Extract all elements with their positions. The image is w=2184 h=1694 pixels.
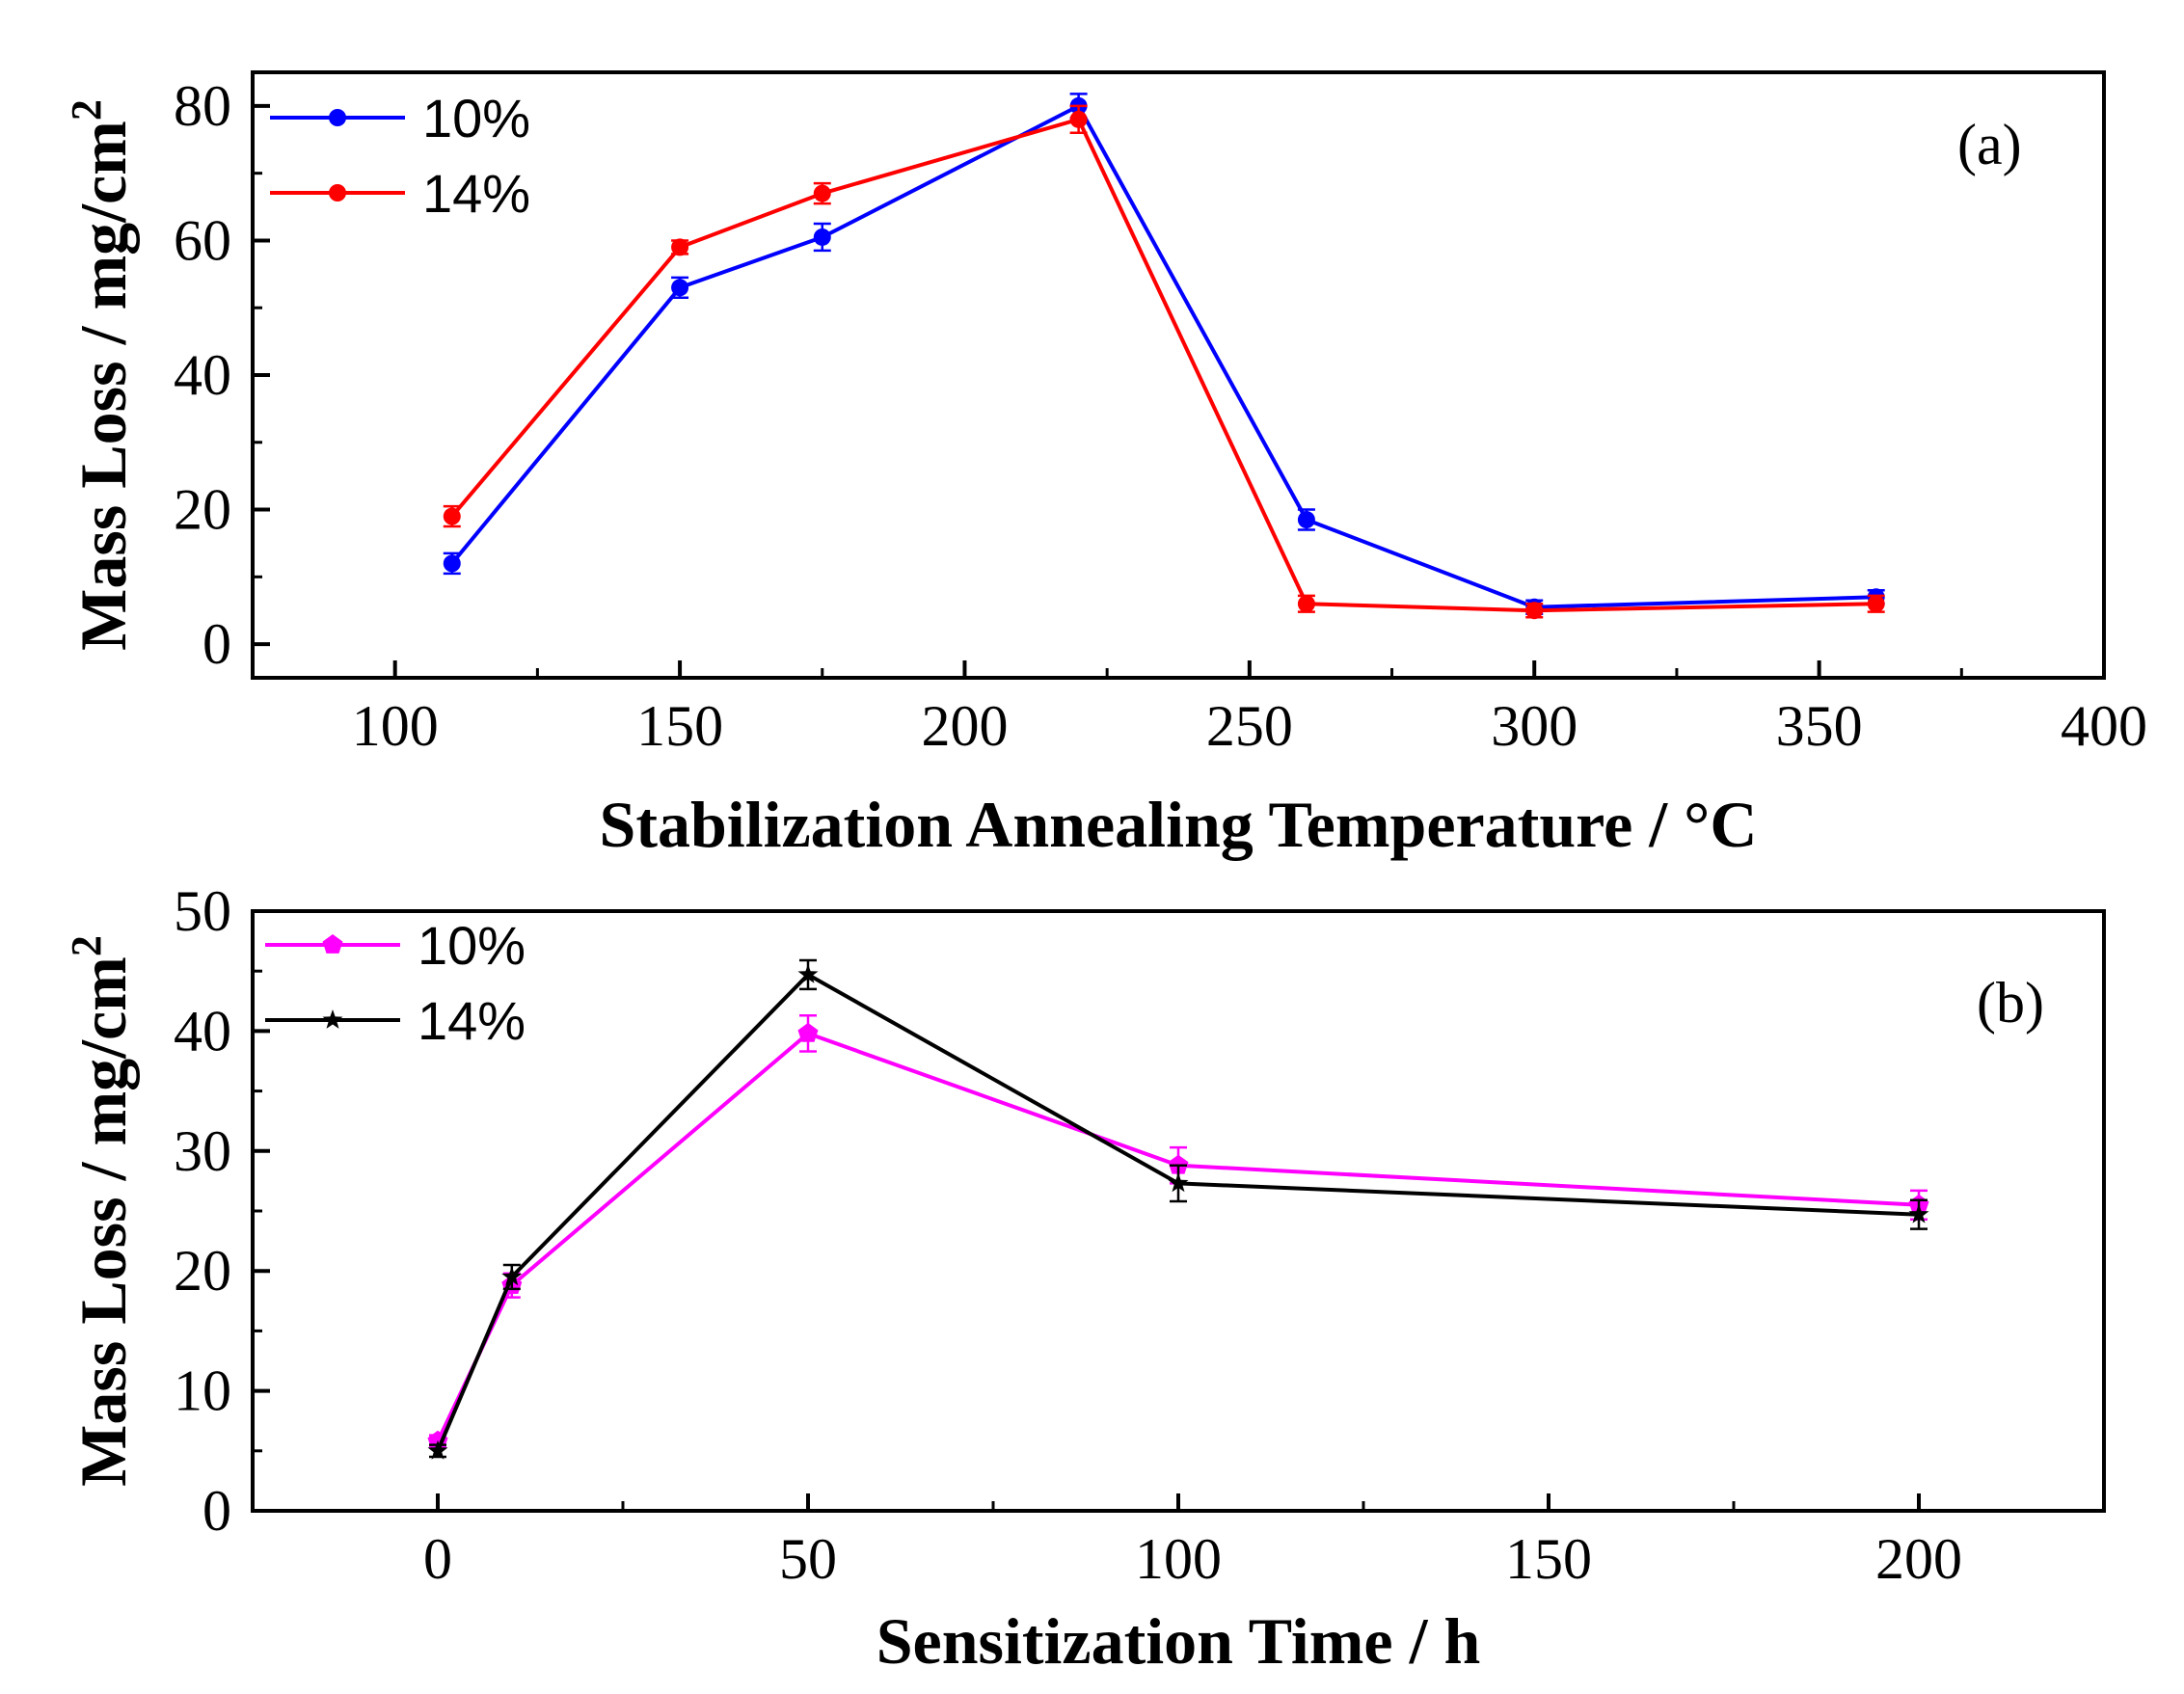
panel-b-plot-area	[427, 958, 1929, 1460]
x-tick-label-100: 100	[352, 694, 439, 758]
legend-a-entry-10: 10%	[270, 88, 530, 148]
data-point	[671, 238, 689, 256]
x-tick-label-300: 300	[1491, 694, 1577, 758]
panel-b-y-axis-title-sup: 2	[63, 935, 110, 956]
legend-b-label-10: 10%	[418, 915, 526, 976]
legend-a-marker-14	[329, 184, 346, 202]
y-tick-label-0: 0	[202, 1479, 231, 1543]
panel-a-y-axis-title: Mass Loss / mg/cm2	[63, 99, 140, 651]
x-tick-label-200: 200	[921, 694, 1008, 758]
y-tick-label-20: 20	[174, 478, 231, 542]
data-point	[797, 963, 819, 983]
legend-b-label-14: 14%	[418, 990, 526, 1051]
panel-b-tick-labels: 0 50 100 150 200 0 10 20 30 40 50	[174, 879, 1962, 1591]
legend-b-marker-14	[322, 1009, 343, 1029]
panel-b-y-axis-title: Mass Loss / mg/cm2	[63, 935, 140, 1487]
y-tick-label-60: 60	[174, 208, 231, 272]
panel-a-plot-area	[443, 93, 1885, 620]
x-tick-label-150: 150	[1505, 1527, 1592, 1591]
data-point	[1867, 595, 1885, 613]
data-point	[813, 228, 831, 246]
x-tick-label-250: 250	[1206, 694, 1293, 758]
series-line	[436, 1031, 1920, 1442]
panel-b-y-axis-title-main: Mass Loss / mg/cm	[67, 956, 140, 1487]
panel-a-ticks	[253, 103, 2106, 678]
data-point	[1908, 1203, 1929, 1223]
y-tick-label-80: 80	[174, 74, 231, 138]
panel-b-x-axis-title: Sensitization Time / h	[876, 1604, 1481, 1678]
data-point	[501, 1266, 523, 1286]
y-tick-label-40: 40	[174, 343, 231, 407]
y-tick-label-30: 30	[174, 1119, 231, 1183]
panel-a-y-axis-title-sup: 2	[63, 99, 110, 121]
legend-a-marker-10	[329, 109, 346, 126]
y-tick-label-40: 40	[174, 999, 231, 1062]
panel-a-tick-labels: 100 150 200 250 300 350 400 0 20 40 60 80	[174, 74, 2147, 758]
legend-b-entry-10: 10%	[265, 915, 526, 976]
series-b-10pct	[427, 1013, 1929, 1450]
panel-a-y-axis-title-main: Mass Loss / mg/cm	[67, 121, 140, 651]
panel-a-x-axis-title: Stabilization Annealing Temperature / °C	[600, 788, 1758, 861]
legend-b-entry-14: 14%	[265, 990, 526, 1051]
panel-a: 100 150 200 250 300 350 400 0 20 40 60 80 10% 14% (…	[63, 70, 2147, 861]
data-point	[443, 507, 461, 525]
data-point	[1168, 1172, 1189, 1193]
data-point	[797, 1022, 819, 1042]
x-tick-label-350: 350	[1776, 694, 1863, 758]
data-point	[813, 184, 831, 202]
x-tick-label-400: 400	[2061, 694, 2147, 758]
data-point	[671, 279, 689, 297]
x-tick-label-0: 0	[423, 1527, 452, 1591]
series-a-10pct	[443, 93, 1885, 616]
x-tick-label-150: 150	[636, 694, 723, 758]
series-line	[436, 972, 1920, 1452]
x-tick-label-100: 100	[1135, 1527, 1222, 1591]
data-point	[1297, 595, 1315, 613]
panel-b-legend: 10% 14%	[265, 915, 526, 1051]
series-line	[450, 103, 1876, 609]
legend-a-label-14: 14%	[422, 163, 530, 224]
x-tick-label-50: 50	[779, 1527, 837, 1591]
legend-a-entry-14: 14%	[270, 163, 530, 224]
legend-b-marker-10	[322, 934, 343, 954]
panel-b: 0 50 100 150 200 0 10 20 30 40 50 10% 14% (b) Sens…	[63, 879, 2106, 1678]
data-point	[443, 554, 461, 573]
data-point	[1525, 602, 1544, 620]
y-tick-label-20: 20	[174, 1239, 231, 1303]
panel-a-legend: 10% 14%	[270, 88, 530, 224]
panel-a-label: (a)	[1957, 113, 2022, 176]
series-a-14pct	[443, 104, 1885, 620]
panel-b-label: (b)	[1977, 971, 2044, 1035]
series-line	[450, 117, 1876, 613]
data-point	[1069, 110, 1088, 128]
x-tick-label-200: 200	[1875, 1527, 1962, 1591]
y-tick-label-50: 50	[174, 879, 231, 943]
panel-b-ticks	[253, 909, 1921, 1513]
data-point	[1297, 511, 1315, 529]
y-tick-label-10: 10	[174, 1359, 231, 1423]
data-point	[427, 1439, 448, 1460]
series-b-14pct	[427, 958, 1929, 1460]
legend-a-label-10: 10%	[422, 88, 530, 148]
y-tick-label-0: 0	[202, 612, 231, 676]
